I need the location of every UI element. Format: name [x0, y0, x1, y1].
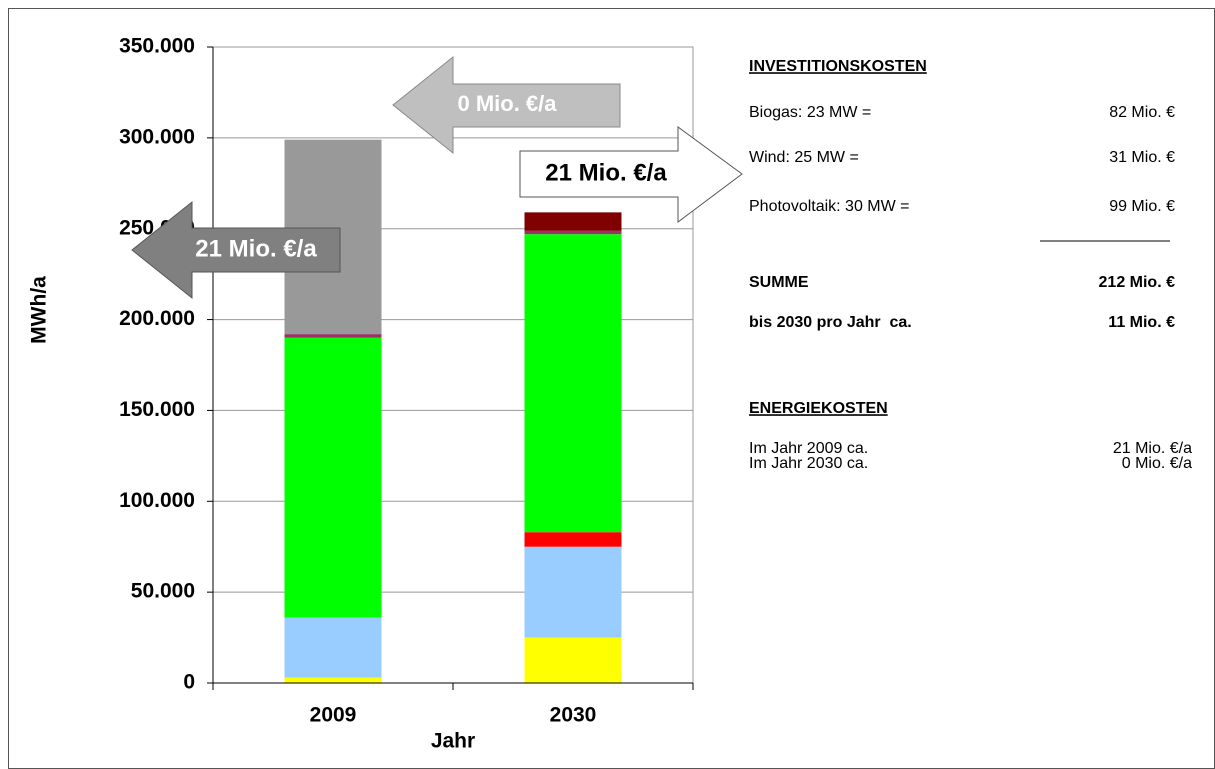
panel-value: 31 Mio. € — [1109, 149, 1175, 166]
panel-label: Wind: 25 MW = — [749, 149, 859, 166]
panel-value: 212 Mio. € — [1099, 274, 1176, 291]
bar-segment — [284, 617, 382, 678]
panel-title: ENERGIEKOSTEN — [749, 400, 888, 417]
y-tick-label: 350.000 — [119, 35, 195, 58]
y-tick-label: 100.000 — [119, 489, 195, 512]
annotation: 21 Mio. €/a — [195, 235, 317, 262]
panel-value: 82 Mio. € — [1109, 104, 1175, 121]
y-tick-label: 0 — [183, 671, 195, 694]
panel-value: 11 Mio. € — [1108, 314, 1175, 331]
panel-value: 21 Mio. €/a — [1113, 440, 1192, 457]
bar-segment — [524, 532, 622, 547]
arrow-left — [392, 55, 621, 155]
y-tick-label: 200.000 — [119, 307, 195, 330]
panel-label: SUMME — [749, 274, 809, 291]
annotation: 21 Mio. €/a — [545, 159, 667, 186]
y-axis-label: MWh/a — [28, 276, 51, 344]
panel-title: INVESTITIONSKOSTEN — [749, 58, 927, 75]
annotation: 0 Mio. €/a — [457, 91, 557, 116]
panel-value: 0 Mio. €/a — [1122, 455, 1192, 472]
panel-value: 99 Mio. € — [1109, 198, 1175, 215]
y-ticks: 050.000100.000150.000200.000250.000300.0… — [119, 35, 213, 694]
bar-segment — [524, 212, 622, 231]
y-tick-label: 300.000 — [119, 125, 195, 148]
y-tick-label: 150.000 — [119, 398, 195, 421]
bar-segment — [524, 546, 622, 638]
arrow-right — [519, 126, 743, 223]
x-tick-label: 2009 — [310, 704, 357, 727]
bar-segment — [524, 637, 622, 683]
panel-label: Photovoltaik: 30 MW = — [749, 198, 910, 215]
panel-label: Im Jahr 2030 ca. — [749, 455, 868, 472]
bar-segment — [284, 677, 382, 683]
y-tick-label: 50.000 — [131, 580, 195, 603]
bar-segment — [284, 337, 382, 618]
x-tick-label: 2030 — [550, 704, 597, 727]
panel-label: Im Jahr 2009 ca. — [749, 440, 868, 457]
bar-segment — [284, 334, 382, 338]
arrow-left — [131, 200, 341, 300]
x-axis-label: Jahr — [431, 730, 475, 753]
panel-label: bis 2030 pro Jahr ca. — [749, 314, 912, 331]
bar-segment — [524, 230, 622, 235]
panel-label: Biogas: 23 MW = — [749, 104, 871, 121]
bar-segment — [524, 234, 622, 533]
